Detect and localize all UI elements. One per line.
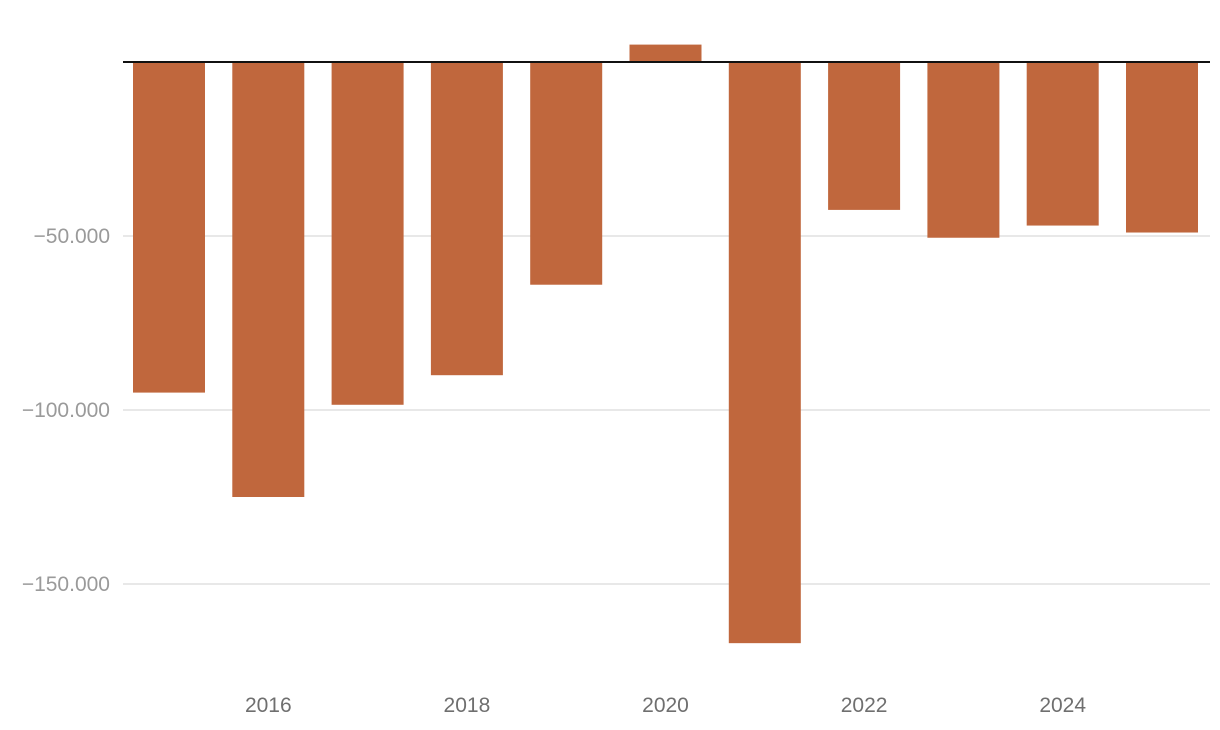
bar-2017: [331, 62, 404, 405]
bar-2021: [728, 62, 801, 644]
bars: [133, 44, 1198, 644]
y-tick-label: −100.000: [22, 399, 110, 422]
x-tick-label: 2018: [444, 694, 491, 717]
x-tick-label: 2020: [642, 694, 689, 717]
y-axis-tick-labels: −50.000 −100.000 −150.000: [22, 225, 110, 596]
y-tick-label: −50.000: [34, 225, 111, 248]
bar-2018: [430, 62, 503, 376]
bar-2020: [629, 44, 702, 62]
bar-2024: [1026, 62, 1099, 226]
x-tick-label: 2022: [841, 694, 888, 717]
bar-2016: [232, 62, 305, 497]
bar-2015: [133, 62, 205, 393]
bar-2019: [530, 62, 603, 285]
x-tick-label: 2024: [1039, 694, 1086, 717]
x-axis-tick-labels: 2016 2018 2020 2022 2024: [245, 694, 1086, 717]
bar-2023: [927, 62, 1000, 238]
bar-2022: [828, 62, 901, 210]
x-tick-label: 2016: [245, 694, 292, 717]
y-tick-label: −150.000: [22, 573, 110, 596]
bar-2025: [1126, 62, 1198, 233]
